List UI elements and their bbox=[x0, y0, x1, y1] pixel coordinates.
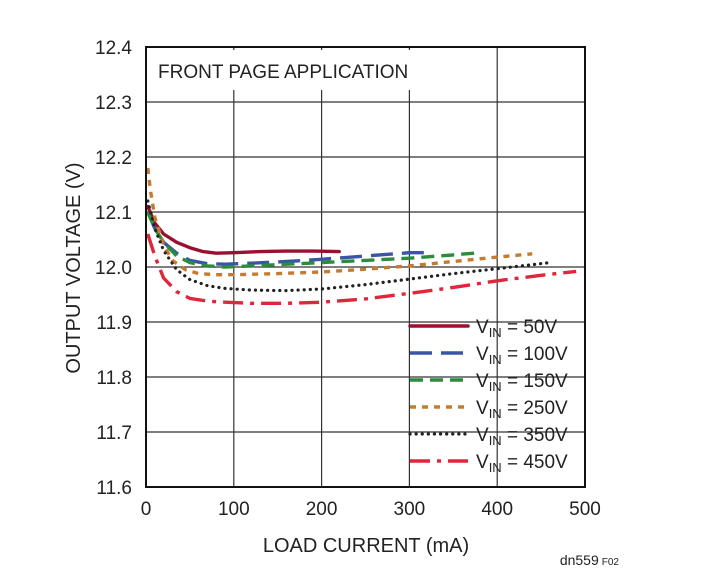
legend-prefix: V bbox=[476, 317, 489, 338]
chart-title: FRONT PAGE APPLICATION bbox=[158, 62, 408, 83]
legend-prefix: V bbox=[476, 344, 489, 365]
x-tick-label: 100 bbox=[218, 499, 250, 520]
legend-prefix: V bbox=[476, 452, 489, 473]
x-tick-label: 200 bbox=[306, 499, 338, 520]
y-tick-label: 11.7 bbox=[96, 423, 132, 444]
x-tick-label: 0 bbox=[141, 499, 152, 520]
legend-suffix: = 450V bbox=[502, 452, 568, 473]
y-tick-label: 12.0 bbox=[95, 258, 132, 279]
figure-id-main: dn559 bbox=[559, 552, 599, 568]
series-line-2 bbox=[146, 211, 480, 269]
series-line-4 bbox=[146, 199, 552, 293]
legend-entry-0: VIN = 50V bbox=[476, 317, 557, 340]
y-tick-labels: 11.6 11.7 11.8 11.9 12.0 12.1 12.2 12.3 12.4 bbox=[95, 38, 132, 499]
x-tick-label: 300 bbox=[394, 499, 426, 520]
legend-prefix: V bbox=[476, 371, 489, 392]
series-line-5 bbox=[146, 233, 577, 305]
legend-entry-2: VIN = 150V bbox=[476, 371, 568, 394]
x-tick-label: 500 bbox=[569, 499, 601, 520]
series-line-0 bbox=[146, 204, 341, 255]
y-axis-label: OUTPUT VOLTAGE (V) bbox=[63, 162, 85, 373]
legend-subscript: IN bbox=[489, 460, 502, 475]
y-tick-label: 11.9 bbox=[96, 313, 132, 334]
x-tick-labels: 0 100 200 300 400 500 bbox=[141, 499, 601, 520]
legend-entry-1: VIN = 100V bbox=[476, 344, 568, 367]
figure-id: dn559 F02 bbox=[560, 552, 619, 568]
legend-suffix: = 250V bbox=[502, 398, 568, 419]
series-lines bbox=[146, 167, 577, 305]
series-line-3 bbox=[146, 167, 533, 277]
y-tick-label: 11.8 bbox=[96, 368, 132, 389]
y-tick-label: 12.1 bbox=[95, 203, 132, 224]
legend-suffix: = 150V bbox=[502, 371, 568, 392]
legend-subscript: IN bbox=[489, 379, 502, 394]
legend-entry-4: VIN = 350V bbox=[476, 425, 568, 448]
y-tick-label: 12.3 bbox=[95, 93, 132, 114]
figure-id-sub: F02 bbox=[601, 557, 619, 568]
x-axis-label: LOAD CURRENT (mA) bbox=[263, 535, 469, 557]
x-tick-label: 400 bbox=[481, 499, 513, 520]
legend-subscript: IN bbox=[489, 433, 502, 448]
y-tick-label: 12.4 bbox=[95, 38, 132, 59]
legend-prefix: V bbox=[476, 425, 489, 446]
legend-suffix: = 350V bbox=[502, 425, 568, 446]
legend-entry-5: VIN = 450V bbox=[476, 452, 568, 475]
y-tick-label: 11.6 bbox=[96, 478, 132, 499]
legend-subscript: IN bbox=[489, 406, 502, 421]
legend-entry-3: VIN = 250V bbox=[476, 398, 568, 421]
series-line-1 bbox=[146, 211, 427, 266]
legend-suffix: = 50V bbox=[502, 317, 558, 338]
title-background bbox=[150, 50, 430, 90]
legend-subscript: IN bbox=[489, 352, 502, 367]
legend-subscript: IN bbox=[489, 325, 502, 340]
legend-suffix: = 100V bbox=[502, 344, 568, 365]
legend-prefix: V bbox=[476, 398, 489, 419]
plot-frame bbox=[145, 46, 586, 488]
y-tick-label: 12.2 bbox=[95, 148, 132, 169]
